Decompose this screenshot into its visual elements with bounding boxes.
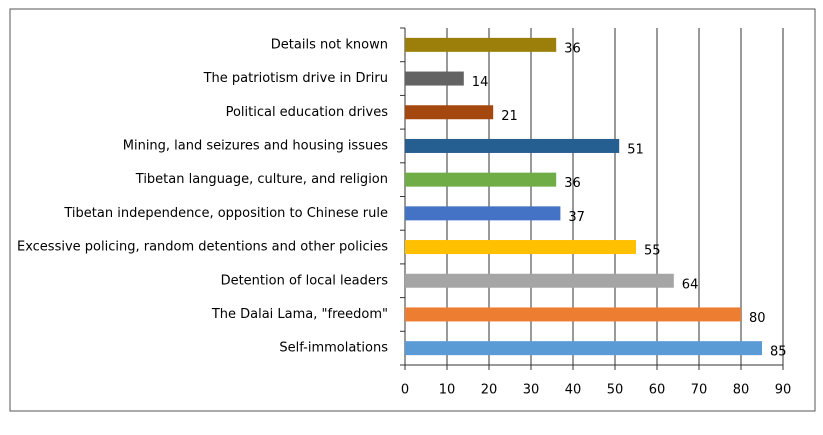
y-tick-label: Tibetan independence, opposition to Chin…: [63, 206, 388, 221]
bar: [405, 341, 762, 356]
x-tick-label: 20: [481, 383, 498, 398]
bar: [405, 240, 636, 255]
value-label: 37: [568, 210, 585, 225]
y-tick-label: Self-immolations: [279, 341, 388, 356]
x-tick-label: 0: [401, 383, 409, 398]
x-tick-label: 80: [733, 383, 750, 398]
value-label: 36: [564, 176, 581, 191]
x-tick-label: 10: [439, 383, 456, 398]
x-tick-label: 40: [565, 383, 582, 398]
value-label: 21: [501, 109, 518, 124]
value-label: 14: [472, 75, 489, 90]
y-tick-label: The patriotism drive in Driru: [203, 71, 388, 86]
value-label: 85: [770, 345, 787, 360]
bar: [405, 71, 464, 86]
x-tick-label: 50: [607, 383, 624, 398]
bar: [405, 307, 741, 322]
y-tick-label: Details not known: [271, 37, 388, 52]
x-tick-label: 60: [649, 383, 666, 398]
y-tick-label: Excessive policing, random detentions an…: [17, 240, 388, 255]
bar: [405, 37, 557, 52]
x-tick-label: 30: [523, 383, 540, 398]
bar: [405, 172, 557, 187]
value-label: 55: [644, 244, 661, 259]
y-tick-label: Detention of local leaders: [221, 273, 389, 288]
bar: [405, 105, 494, 120]
bar: [405, 273, 674, 288]
y-tick-label: Mining, land seizures and housing issues: [123, 138, 388, 153]
value-label: 80: [749, 311, 766, 326]
y-tick-label: Political education drives: [226, 105, 389, 120]
bar: [405, 206, 561, 221]
value-label: 36: [564, 41, 581, 56]
x-tick-label: 90: [775, 383, 792, 398]
value-label: 51: [627, 142, 644, 157]
bar: [405, 138, 620, 153]
y-tick-label: The Dalai Lama, "freedom": [211, 307, 388, 322]
x-tick-label: 70: [691, 383, 708, 398]
value-label: 64: [682, 277, 699, 292]
y-tick-label: Tibetan language, culture, and religion: [135, 172, 388, 187]
